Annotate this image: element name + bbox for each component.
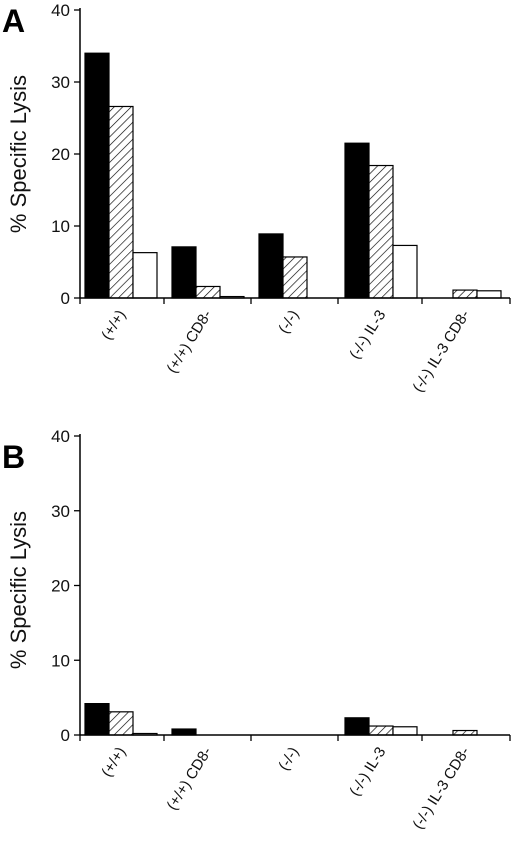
- y-tick-label: 30: [51, 73, 70, 92]
- bar-hatched: [195, 285, 221, 299]
- y-tick-label: 40: [51, 427, 70, 446]
- category-label: (-/-): [275, 307, 302, 336]
- panel-label: B: [2, 439, 25, 475]
- bar-solid-black: [171, 246, 197, 299]
- category-label: (+/+) CD8-: [163, 307, 215, 376]
- bar-white: [476, 290, 502, 299]
- y-tick-label: 30: [51, 502, 70, 521]
- y-tick-label: 20: [51, 145, 70, 164]
- y-axis-title: % Specific Lysis: [6, 511, 31, 669]
- bar-white: [392, 244, 418, 299]
- bar-solid-black: [344, 717, 370, 736]
- category-label: (+/+): [98, 744, 129, 780]
- y-axis-title: % Specific Lysis: [6, 75, 31, 233]
- bar-white: [132, 252, 158, 299]
- category-label: (+/+): [98, 307, 129, 343]
- y-tick-label: 10: [51, 651, 70, 670]
- bar-white: [392, 726, 418, 736]
- panel-label: A: [2, 3, 25, 39]
- chart-panel-a: A % Specific Lysis 0 10 20 30 40 (+/+) (+/+) C…: [2, 1, 511, 395]
- y-tick-label: 20: [51, 577, 70, 596]
- category-label: (+/+) CD8-: [163, 744, 215, 813]
- category-label: (-/-): [275, 744, 302, 773]
- bar-hatched: [368, 725, 394, 736]
- category-label: (-/-) IL-3 CD8-: [410, 744, 474, 832]
- bar-solid-black: [84, 703, 110, 736]
- category-label: (-/-) IL-3 CD8-: [410, 307, 474, 395]
- bar-hatched: [282, 256, 308, 299]
- y-tick-label: 0: [61, 289, 70, 308]
- bar-hatched: [368, 164, 394, 299]
- bar-hatched: [452, 289, 478, 299]
- bar-hatched: [108, 711, 134, 736]
- bar-solid-black: [171, 728, 197, 736]
- y-tick-label: 10: [51, 217, 70, 236]
- y-tick-label: 40: [51, 1, 70, 20]
- bar-hatched: [108, 105, 134, 299]
- chart-panel-b: B % Specific Lysis 0 10 20 30 40 (+/+) (+/+) C…: [2, 427, 511, 832]
- bar-solid-black: [258, 233, 284, 299]
- bar-solid-black: [344, 142, 370, 299]
- category-label: (-/-) IL-3: [346, 744, 389, 799]
- y-tick-label: 0: [61, 726, 70, 745]
- category-label: (-/-) IL-3: [346, 307, 389, 362]
- bar-solid-black: [84, 52, 110, 299]
